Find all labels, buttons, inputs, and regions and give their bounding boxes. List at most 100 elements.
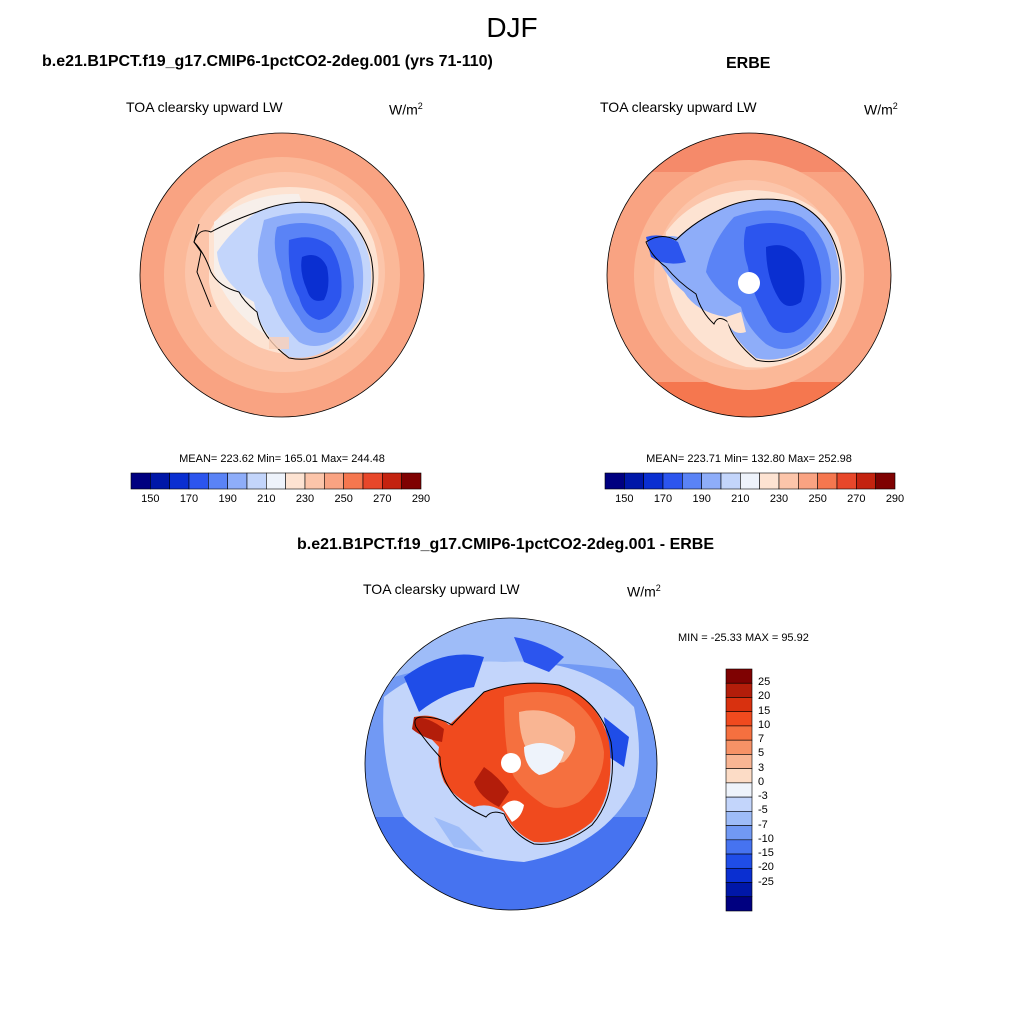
colorbar-tick-label: -3: [758, 790, 768, 803]
colorbar-swatch: [362, 472, 383, 490]
colorbar-swatch: [875, 472, 896, 490]
colorbar-swatch: [604, 472, 625, 490]
colorbar-tick-label: 15: [758, 704, 771, 717]
panel-title-obs: ERBE: [726, 55, 771, 72]
colorbar-swatch: [246, 472, 267, 490]
colorbar-swatch: [725, 811, 753, 826]
colorbar-swatch: [725, 867, 753, 883]
colorbar-swatch: [725, 796, 753, 812]
colorbar-swatch: [208, 472, 228, 490]
colorbar-tick-label: -25: [758, 875, 774, 888]
colorbar-swatch: [725, 896, 753, 912]
colorbar-swatch: [401, 472, 422, 490]
colorbar-tick-label: 250: [334, 493, 353, 505]
colorbar-tick-label: 150: [615, 493, 634, 505]
colorbar-swatch: [343, 472, 364, 490]
colorbar-tick-label: 290: [885, 493, 905, 505]
colorbar-swatch: [725, 782, 753, 798]
colorbar-labels-obs: 150 170 190 210 230 250 270 290: [605, 493, 904, 507]
colorbar-tick-label: 230: [295, 493, 315, 505]
colorbar-labels-diff: 25 20 15 10 7 5 3 0 -3 -5 -7 -10 -15 -20 -25: [758, 669, 798, 911]
page-title: DJF: [486, 12, 538, 43]
colorbar-swatch: [725, 682, 753, 698]
colorbar-tick-label: 150: [141, 493, 160, 505]
colorbar-swatch: [169, 472, 190, 490]
colorbar-swatch: [382, 472, 402, 490]
colorbar-swatch: [856, 472, 876, 490]
units-label-obs: W/m2: [864, 101, 898, 118]
colorbar-tick-label: -20: [758, 861, 774, 874]
colorbar-tick-label: -15: [758, 847, 774, 860]
colorbar-swatch: [725, 853, 753, 869]
panel-title-diff: b.e21.B1PCT.f19_g17.CMIP6-1pctCO2-2deg.0…: [297, 536, 715, 553]
colorbar-swatch: [725, 768, 753, 784]
colorbar-tick-label: 10: [758, 718, 771, 731]
variable-label-diff: TOA clearsky upward LW: [363, 581, 520, 597]
colorbar-tick-label: 290: [411, 493, 431, 505]
colorbar-tick-label: 210: [731, 493, 750, 505]
colorbar-swatch: [759, 472, 780, 490]
colorbar-tick-label: 170: [653, 493, 673, 505]
colorbar-tick-label: 25: [758, 676, 771, 689]
colorbar-tick-label: 3: [758, 761, 765, 774]
colorbar-tick-label: 230: [769, 493, 789, 505]
colorbar-tick-label: 210: [257, 493, 276, 505]
colorbar-swatch: [701, 472, 722, 490]
colorbar-tick-label: -7: [758, 818, 768, 831]
colorbar-tick-label: -10: [758, 832, 774, 845]
stats-model: MEAN= 223.62 Min= 165.01 Max= 244.48: [179, 453, 385, 465]
colorbar-swatch: [778, 472, 799, 490]
colorbar-swatch: [266, 472, 286, 490]
colorbar-swatch: [725, 754, 753, 769]
pole-hole-diff: [501, 753, 521, 773]
colorbar-obs: [604, 472, 896, 490]
colorbar-swatch: [285, 472, 306, 490]
colorbar-swatch: [643, 472, 664, 490]
polar-map-obs: [606, 132, 892, 418]
colorbar-swatch: [725, 711, 753, 727]
colorbar-swatch: [725, 668, 753, 684]
colorbar-swatch: [324, 472, 344, 490]
colorbar-tick-label: 190: [692, 493, 711, 505]
colorbar-swatch: [725, 882, 753, 898]
polar-map-diff: [364, 617, 658, 911]
colorbar-tick-label: -5: [758, 804, 768, 817]
colorbar-swatch: [188, 472, 209, 490]
colorbar-tick-label: 190: [218, 493, 237, 505]
colorbar-swatch: [227, 472, 248, 490]
colorbar-labels-model: 150 170 190 210 230 250 270 290: [131, 493, 430, 507]
colorbar-swatch: [130, 472, 151, 490]
colorbar-tick-label: 5: [758, 747, 765, 760]
colorbar-model: [130, 472, 422, 490]
colorbar-swatch: [725, 839, 753, 855]
colorbar-swatch: [150, 472, 170, 490]
variable-label-model: TOA clearsky upward LW: [126, 99, 283, 115]
colorbar-tick-label: 170: [179, 493, 199, 505]
colorbar-tick-label: 20: [758, 690, 771, 703]
stats-diff: MIN = -25.33 MAX = 95.92: [678, 632, 809, 644]
polar-map-model: [139, 132, 425, 418]
stats-obs: MEAN= 223.71 Min= 132.80 Max= 252.98: [646, 453, 852, 465]
colorbar-tick-label: 270: [847, 493, 866, 505]
colorbar-swatch: [817, 472, 838, 490]
colorbar-swatch: [662, 472, 683, 490]
colorbar-swatch: [798, 472, 818, 490]
colorbar-swatch: [624, 472, 644, 490]
pole-hole-obs: [738, 272, 760, 294]
colorbar-tick-label: 0: [758, 775, 765, 788]
colorbar-diff: [725, 668, 753, 912]
colorbar-tick-label: 7: [758, 733, 765, 746]
colorbar-swatch: [720, 472, 741, 490]
colorbar-tick-label: 250: [808, 493, 827, 505]
colorbar-swatch: [836, 472, 857, 490]
colorbar-swatch: [304, 472, 325, 490]
units-label-model: W/m2: [389, 101, 423, 118]
variable-label-obs: TOA clearsky upward LW: [600, 99, 757, 115]
units-label-diff: W/m2: [627, 583, 661, 600]
panel-title-model: b.e21.B1PCT.f19_g17.CMIP6-1pctCO2-2deg.0…: [42, 53, 493, 70]
colorbar-swatch: [725, 725, 753, 741]
colorbar-swatch: [725, 739, 753, 755]
colorbar-swatch: [740, 472, 760, 490]
colorbar-tick-label: 270: [373, 493, 392, 505]
colorbar-swatch: [682, 472, 702, 490]
